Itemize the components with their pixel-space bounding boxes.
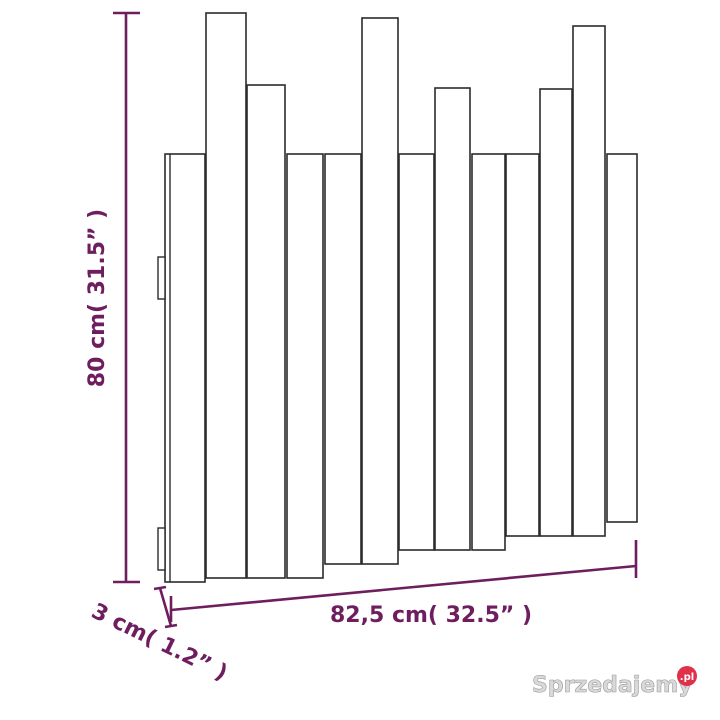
height-dimension — [113, 11, 140, 584]
plank-10 — [505, 153, 540, 537]
watermark: Sprzedajemy .pl — [532, 666, 697, 698]
side-edge — [157, 154, 171, 582]
plank-4 — [286, 153, 324, 579]
watermark-text: Sprzedajemy — [532, 673, 693, 698]
mounting-bracket-bottom — [157, 527, 166, 571]
plank-2 — [205, 12, 247, 579]
plank-6 — [361, 17, 399, 565]
plank-12 — [572, 25, 606, 537]
watermark-suffix: .pl — [680, 672, 694, 683]
plank-7 — [398, 153, 435, 551]
headboard-planks — [164, 12, 638, 583]
depth-dimension — [153, 585, 178, 629]
mounting-bracket-top — [157, 256, 166, 300]
plank-3 — [246, 84, 286, 579]
plank-13 — [606, 153, 638, 523]
depth-label: 3 cm( 1.2” ) — [87, 599, 231, 686]
plank-5 — [324, 153, 362, 565]
height-label: 80 cm( 31.5” ) — [85, 209, 110, 387]
width-dimension — [169, 540, 638, 622]
watermark-badge — [677, 666, 697, 686]
plank-1 — [164, 153, 206, 583]
plank-8 — [434, 87, 471, 551]
plank-11 — [539, 88, 573, 537]
width-label: 82,5 cm( 32.5” ) — [330, 603, 532, 628]
plank-9 — [471, 153, 506, 551]
